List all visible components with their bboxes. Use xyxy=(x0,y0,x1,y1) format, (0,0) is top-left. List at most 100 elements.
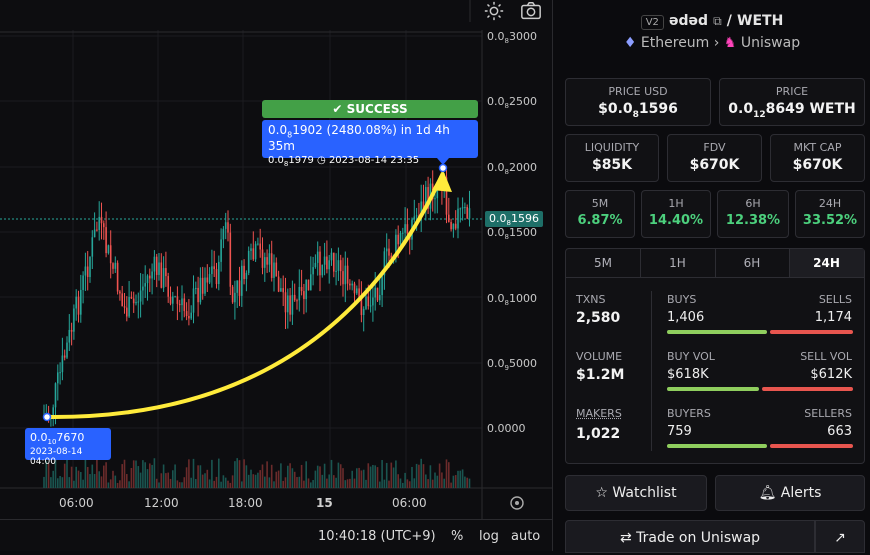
volume-bar xyxy=(384,480,386,488)
candle-body xyxy=(319,252,321,276)
volume-bar xyxy=(167,473,169,488)
settings-gear-icon[interactable] xyxy=(482,0,506,22)
candle-body xyxy=(115,263,117,269)
volume-bar xyxy=(69,477,71,488)
candle-body xyxy=(82,276,84,290)
watchlist-button[interactable]: ☆ Watchlist xyxy=(565,475,707,511)
candle-body xyxy=(282,288,284,292)
volume-bar xyxy=(466,478,468,488)
volume-bar xyxy=(437,476,439,488)
change-card-3[interactable]: 24H 33.52% xyxy=(795,190,865,238)
ethereum-icon: ♦ xyxy=(624,35,637,51)
volume-bar xyxy=(195,479,197,488)
trade-button[interactable]: ⇄ Trade on Uniswap xyxy=(565,520,815,553)
chart-settings-icon[interactable] xyxy=(511,497,523,509)
volume-bar xyxy=(365,480,367,488)
candle-body xyxy=(108,245,110,253)
y-tick-label: 0.081500 xyxy=(487,226,537,241)
start-tooltip: 0.0107670 2023-08-14 04:00 xyxy=(25,428,111,460)
volume-bar xyxy=(147,469,149,488)
candle-body xyxy=(462,207,464,208)
volume-bar xyxy=(464,477,466,488)
candle-body xyxy=(193,288,195,312)
volume-bar xyxy=(434,473,436,488)
candle-body xyxy=(64,356,66,358)
volume-bar xyxy=(322,475,324,488)
log-scale-toggle[interactable]: log xyxy=(479,529,499,544)
volume-bar xyxy=(460,471,462,488)
sell-volume-label: SELL VOL xyxy=(800,350,852,363)
volume-bar xyxy=(115,476,117,488)
volume-bar xyxy=(423,464,425,488)
volume-bar xyxy=(356,468,358,488)
volume-bar xyxy=(315,471,317,488)
volume-bar xyxy=(133,460,135,488)
percent-scale-toggle[interactable]: % xyxy=(451,529,463,544)
buyers-bar xyxy=(667,444,767,448)
volume-bar xyxy=(112,471,114,488)
candle-body xyxy=(195,288,197,289)
external-link-button[interactable]: ↗ xyxy=(815,520,865,553)
candle-body xyxy=(85,267,87,276)
bell-icon: 🔔︎ xyxy=(759,485,777,501)
candle-body xyxy=(105,227,107,253)
volume-bar xyxy=(326,479,328,488)
candle-body xyxy=(349,284,351,286)
candle-body xyxy=(112,263,114,269)
candle-body xyxy=(144,283,146,286)
volume-bar xyxy=(142,460,144,488)
tab-24h[interactable]: 24H xyxy=(790,249,864,277)
copy-icon[interactable]: ⧉ xyxy=(713,14,722,28)
volume-bar xyxy=(303,481,305,488)
candle-body xyxy=(250,248,252,251)
volume-bar xyxy=(82,480,84,488)
volume-bar xyxy=(227,481,229,488)
volume-bar xyxy=(418,465,420,488)
volume-bar xyxy=(128,481,130,488)
tab-5m[interactable]: 5M xyxy=(566,249,641,277)
auto-scale-toggle[interactable]: auto xyxy=(511,529,540,544)
volume-bar xyxy=(292,468,294,488)
candle-body xyxy=(163,268,165,288)
volume-bar xyxy=(73,481,75,488)
volume-bar xyxy=(381,460,383,488)
candle-body xyxy=(372,298,374,306)
volume-label: VOLUME xyxy=(576,350,622,363)
dex-link[interactable]: Uniswap xyxy=(741,35,800,51)
change-card-2[interactable]: 6H 12.38% xyxy=(717,190,789,238)
volume-bar xyxy=(257,473,259,488)
volume-bar xyxy=(101,476,103,488)
candle-body xyxy=(57,372,59,383)
chart-bottom-bar: 10:40:18 (UTC+9) % log auto xyxy=(0,519,552,552)
volume-bar xyxy=(331,460,333,488)
volume-bar xyxy=(358,468,360,488)
alerts-button[interactable]: 🔔︎ Alerts xyxy=(715,475,865,511)
candle-body xyxy=(225,222,227,229)
candle-body xyxy=(368,296,370,306)
candle-body xyxy=(354,284,356,294)
change-card-0[interactable]: 5M 6.87% xyxy=(565,190,635,238)
candle-body xyxy=(285,292,287,312)
candle-body xyxy=(342,271,344,284)
candle-body xyxy=(204,278,206,294)
change-card-1[interactable]: 1H 14.40% xyxy=(641,190,711,238)
volume-bar xyxy=(62,477,64,488)
volume-bar xyxy=(285,477,287,488)
chain-link[interactable]: Ethereum xyxy=(641,35,709,51)
volume-bar xyxy=(259,470,261,488)
volume-bar xyxy=(324,464,326,488)
volume-bar xyxy=(351,471,353,488)
candle-body xyxy=(257,244,259,245)
volume-bar xyxy=(248,475,250,488)
tab-1h[interactable]: 1H xyxy=(641,249,716,277)
volume-bar xyxy=(50,477,52,488)
camera-icon[interactable] xyxy=(519,0,543,22)
candle-body xyxy=(121,293,123,306)
candle-body xyxy=(227,222,229,232)
change-value: 12.38% xyxy=(718,213,788,228)
price-chart[interactable]: 0.083000 0.082500 0.082000 0.081500 0.081000… xyxy=(0,0,552,551)
candle-body xyxy=(460,208,462,209)
candle-body xyxy=(246,273,248,279)
tab-6h[interactable]: 6H xyxy=(715,249,790,277)
candle-body xyxy=(66,343,68,358)
